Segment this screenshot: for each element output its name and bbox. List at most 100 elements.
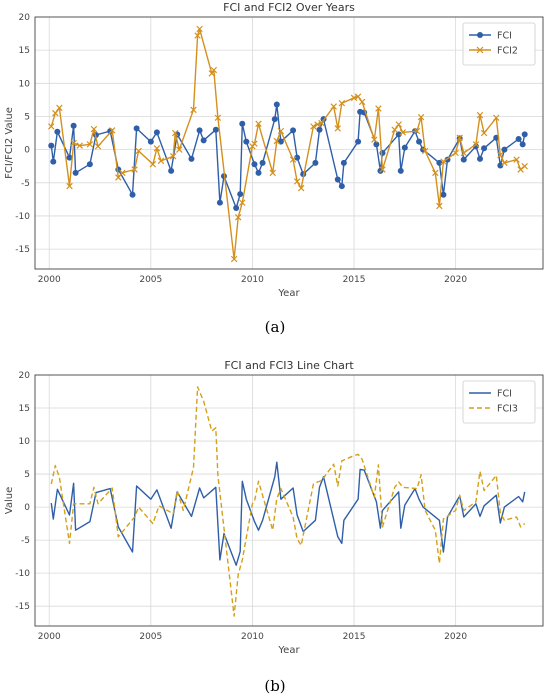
x-tick-label: 2000 bbox=[38, 275, 61, 285]
x-marker-stroke bbox=[66, 182, 73, 190]
data-point-fci bbox=[251, 161, 258, 168]
x-marker-stroke bbox=[436, 202, 443, 210]
data-point-fci2 bbox=[157, 157, 165, 165]
data-point-fci2 bbox=[56, 104, 63, 112]
data-point-fci bbox=[239, 120, 246, 127]
data-point-fci bbox=[66, 154, 73, 161]
data-point-fci bbox=[153, 129, 160, 136]
data-point-fci bbox=[355, 138, 362, 145]
y-tick-label: 0 bbox=[24, 503, 30, 513]
data-point-fci bbox=[515, 136, 522, 143]
x-marker-stroke bbox=[330, 103, 337, 110]
y-tick-label: 20 bbox=[19, 13, 31, 23]
data-point-fci2 bbox=[456, 134, 463, 141]
data-point-fci2 bbox=[480, 129, 488, 137]
x-marker-stroke bbox=[86, 141, 94, 148]
x-marker-stroke bbox=[497, 151, 504, 159]
series-line-fci bbox=[50, 461, 526, 566]
x-marker-stroke bbox=[76, 142, 83, 149]
data-point-fci bbox=[497, 162, 504, 169]
data-point-fci bbox=[440, 191, 447, 198]
x-marker-stroke bbox=[375, 105, 382, 112]
data-point-fci bbox=[129, 191, 136, 198]
x-marker-stroke bbox=[157, 157, 165, 165]
x-marker-stroke bbox=[234, 214, 242, 221]
data-point-fci2 bbox=[131, 166, 138, 173]
data-point-fci bbox=[294, 154, 301, 161]
x-tick-label: 2000 bbox=[38, 632, 61, 642]
x-marker-stroke bbox=[399, 129, 407, 136]
x-marker-stroke bbox=[277, 127, 285, 135]
x-marker-stroke bbox=[52, 109, 59, 117]
data-point-fci2 bbox=[135, 147, 142, 155]
data-point-fci2 bbox=[513, 156, 520, 163]
x-axis-label: Year bbox=[277, 288, 300, 299]
y-tick-label: 15 bbox=[19, 46, 30, 56]
x-marker-stroke bbox=[338, 99, 346, 107]
x-marker-stroke bbox=[501, 159, 508, 167]
data-point-fci2 bbox=[176, 146, 183, 153]
x-marker-stroke bbox=[493, 114, 500, 122]
y-tick-label: 10 bbox=[19, 79, 31, 89]
x-marker-stroke bbox=[334, 125, 341, 132]
data-point-fci2 bbox=[371, 136, 378, 143]
data-point-fci bbox=[196, 127, 203, 134]
x-marker-stroke bbox=[314, 121, 321, 128]
data-point-fci2 bbox=[239, 199, 246, 206]
data-point-fci2 bbox=[493, 114, 500, 122]
x-marker-stroke bbox=[289, 156, 297, 163]
data-point-fci2 bbox=[350, 94, 358, 102]
x-marker-stroke bbox=[56, 104, 63, 112]
x-tick-label: 2020 bbox=[444, 275, 467, 285]
data-point-fci bbox=[168, 167, 175, 174]
caption-b: (b) bbox=[264, 677, 286, 695]
data-point-fci bbox=[481, 145, 488, 152]
data-point-fci2 bbox=[379, 166, 386, 173]
data-point-fci2 bbox=[153, 145, 161, 152]
x-marker-stroke bbox=[371, 136, 378, 143]
data-point-fci2 bbox=[460, 149, 467, 157]
x-tick-label: 2010 bbox=[241, 632, 264, 642]
data-point-fci bbox=[338, 183, 345, 190]
x-marker-stroke bbox=[194, 32, 201, 39]
data-point-fci2 bbox=[436, 202, 443, 210]
data-point-fci2 bbox=[76, 142, 83, 149]
data-point-fci bbox=[312, 159, 319, 166]
data-point-fci bbox=[501, 146, 508, 153]
data-point-fci2 bbox=[334, 125, 341, 132]
data-point-fci2 bbox=[521, 162, 528, 170]
y-tick-label: 5 bbox=[24, 112, 30, 122]
x-marker-stroke bbox=[171, 129, 179, 137]
y-tick-label: -5 bbox=[21, 536, 30, 546]
x-marker-stroke bbox=[119, 169, 126, 177]
x-marker-stroke bbox=[379, 166, 386, 173]
data-point-fci2 bbox=[273, 137, 281, 145]
data-point-fci bbox=[316, 126, 323, 133]
x-tick-label: 2015 bbox=[343, 632, 366, 642]
x-marker-stroke bbox=[358, 98, 366, 106]
data-point-fci bbox=[290, 127, 297, 134]
data-point-fci2 bbox=[289, 156, 297, 163]
data-point-fci bbox=[243, 138, 250, 145]
data-point-fci bbox=[86, 161, 93, 168]
data-point-fci2 bbox=[108, 127, 116, 134]
data-point-fci bbox=[200, 137, 207, 144]
data-point-fci2 bbox=[171, 129, 179, 137]
data-point-fci bbox=[416, 138, 423, 145]
x-marker-stroke bbox=[310, 123, 317, 130]
y-tick-label: -10 bbox=[15, 569, 30, 579]
x-marker-stroke bbox=[94, 143, 102, 150]
x-marker-stroke bbox=[269, 169, 276, 177]
data-point-fci2 bbox=[90, 125, 98, 133]
x-marker-stroke bbox=[421, 147, 429, 155]
data-point-fci2 bbox=[70, 139, 77, 147]
legend-label: FCI bbox=[497, 31, 512, 42]
data-point-fci2 bbox=[277, 127, 285, 135]
data-point-fci2 bbox=[48, 123, 55, 130]
data-point-fci2 bbox=[297, 184, 305, 192]
data-point-fci bbox=[212, 126, 219, 133]
x-marker-stroke bbox=[395, 121, 402, 128]
data-point-fci bbox=[147, 138, 154, 145]
series-line-fci bbox=[50, 103, 526, 209]
plot-frame bbox=[34, 16, 544, 270]
